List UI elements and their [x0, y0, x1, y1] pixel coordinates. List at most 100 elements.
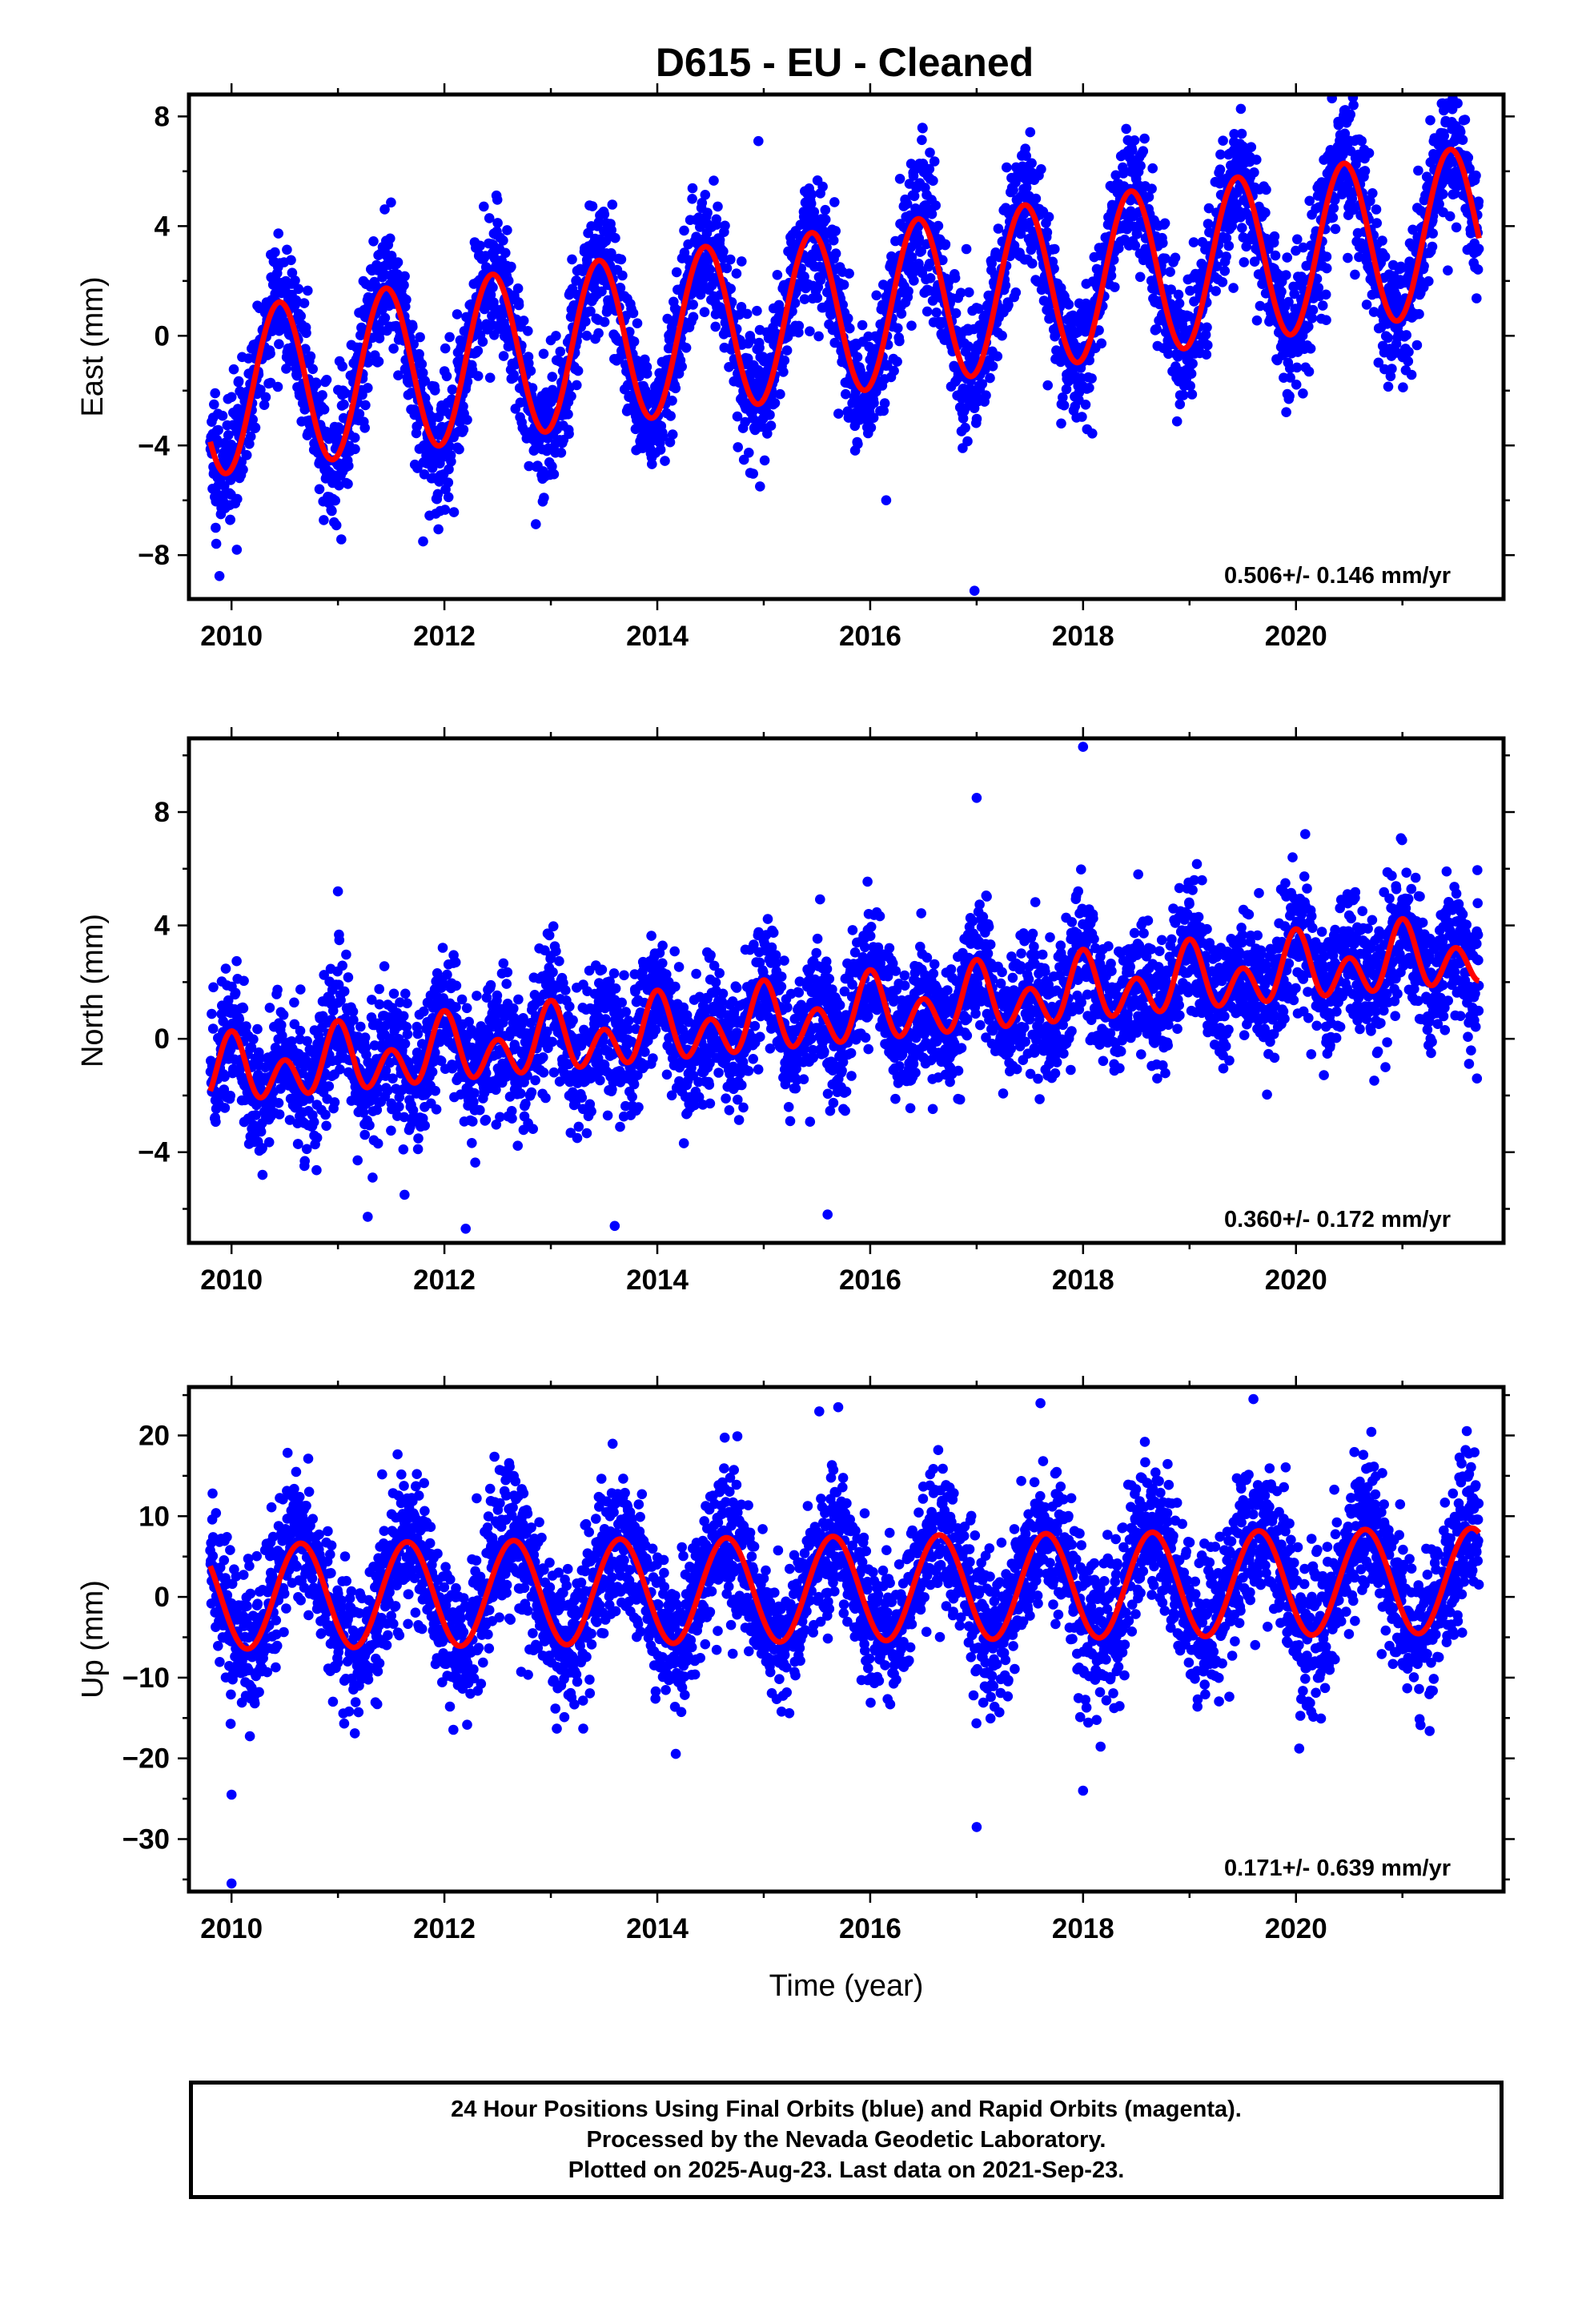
- east-data-point: [399, 279, 409, 291]
- east-data-point: [1094, 325, 1104, 336]
- east-data-point: [925, 147, 935, 158]
- east-data-point: [1356, 135, 1367, 147]
- east-data-point: [209, 399, 219, 410]
- east-data-point: [1359, 166, 1371, 176]
- east-data-point: [432, 489, 444, 500]
- east-data-point: [500, 247, 511, 259]
- east-data-point: [379, 312, 391, 324]
- east-data-point: [992, 351, 1003, 362]
- east-data-point: [927, 296, 938, 306]
- east-data-point: [587, 201, 598, 211]
- north-data-point: [355, 1021, 366, 1032]
- east-data-point: [781, 345, 793, 356]
- east-data-point: [986, 258, 997, 269]
- east-data-point: [820, 214, 831, 225]
- east-data-point: [1439, 131, 1449, 141]
- north-data-point: [248, 1034, 259, 1045]
- east-data-point: [1121, 123, 1131, 135]
- north-data-point: [230, 987, 241, 999]
- east-data-point: [628, 336, 640, 347]
- east-data-point: [1345, 109, 1355, 120]
- north-data-point: [359, 1032, 371, 1043]
- east-data-point: [1387, 364, 1397, 374]
- east-data-point: [1217, 277, 1228, 287]
- north-data-point: [334, 935, 345, 946]
- east-data-point: [1211, 261, 1223, 271]
- east-data-point: [1087, 428, 1098, 439]
- east-data-point: [488, 282, 498, 293]
- east-data-point: [354, 408, 365, 420]
- north-data-point: [278, 1010, 289, 1020]
- east-data-point: [572, 365, 584, 376]
- east-data-point: [498, 351, 509, 361]
- east-data-point: [321, 375, 332, 385]
- east-data-point: [817, 181, 828, 192]
- east-x-tick-label: 2020: [1265, 621, 1327, 652]
- east-data-point: [961, 243, 972, 255]
- east-data-point: [408, 321, 418, 332]
- east-data-point: [245, 431, 256, 442]
- east-data-point: [799, 271, 809, 282]
- east-data-point: [417, 368, 428, 378]
- east-data-point: [1010, 287, 1022, 298]
- east-data-point: [658, 431, 669, 442]
- east-y-tick-label: −8: [138, 540, 170, 571]
- north-data-point: [419, 1006, 429, 1017]
- east-data-point: [1126, 145, 1138, 155]
- east-data-point: [1407, 224, 1418, 235]
- east-data-point: [1321, 263, 1332, 274]
- east-data-point: [916, 246, 926, 256]
- east-data-point: [1284, 391, 1295, 401]
- east-data-point: [1026, 158, 1037, 169]
- east-data-point: [857, 320, 868, 331]
- east-data-point: [1030, 193, 1042, 204]
- east-data-point: [210, 388, 221, 399]
- east-data-point: [462, 415, 472, 425]
- east-data-point: [473, 321, 484, 332]
- north-data-point: [431, 1104, 442, 1115]
- east-data-point: [1452, 98, 1463, 109]
- east-data-point: [524, 358, 534, 368]
- east-data-point: [1188, 237, 1199, 247]
- east-outlier-point: [418, 536, 428, 547]
- east-data-point: [679, 225, 689, 236]
- east-data-point: [1313, 283, 1324, 293]
- east-data-point: [1255, 300, 1266, 312]
- east-data-point: [1260, 207, 1271, 218]
- east-outlier-point: [753, 135, 764, 147]
- east-data-point: [1235, 103, 1247, 115]
- east-data-point: [443, 492, 454, 503]
- east-data-point: [1027, 258, 1038, 269]
- east-data-point: [1032, 276, 1042, 287]
- east-data-point: [385, 233, 396, 244]
- east-data-point: [454, 444, 464, 455]
- east-data-point: [917, 123, 928, 134]
- east-data-point: [241, 450, 252, 460]
- north-data-point: [219, 1103, 231, 1113]
- east-y-tick-label: −4: [138, 430, 170, 461]
- east-data-point: [1385, 371, 1396, 382]
- east-data-point: [319, 515, 329, 525]
- east-data-point: [319, 404, 330, 415]
- east-data-point: [273, 228, 284, 239]
- east-data-point: [462, 376, 473, 387]
- east-data-point: [940, 239, 951, 250]
- north-data-point: [323, 1081, 335, 1092]
- east-data-point: [1377, 235, 1387, 246]
- east-data-point: [1108, 255, 1119, 265]
- east-data-point: [243, 353, 254, 364]
- north-data-point: [293, 1139, 303, 1149]
- east-data-point: [1215, 164, 1226, 175]
- east-data-point: [1460, 115, 1471, 125]
- east-data-point: [502, 225, 512, 235]
- east-data-point: [518, 316, 529, 326]
- east-data-point: [1354, 251, 1364, 263]
- east-data-point: [695, 289, 706, 300]
- east-data-point: [812, 292, 823, 304]
- east-data-point: [1434, 199, 1444, 210]
- east-data-point: [896, 308, 907, 320]
- north-data-point: [382, 1085, 393, 1096]
- east-data-point: [681, 343, 692, 353]
- east-data-point: [913, 233, 925, 244]
